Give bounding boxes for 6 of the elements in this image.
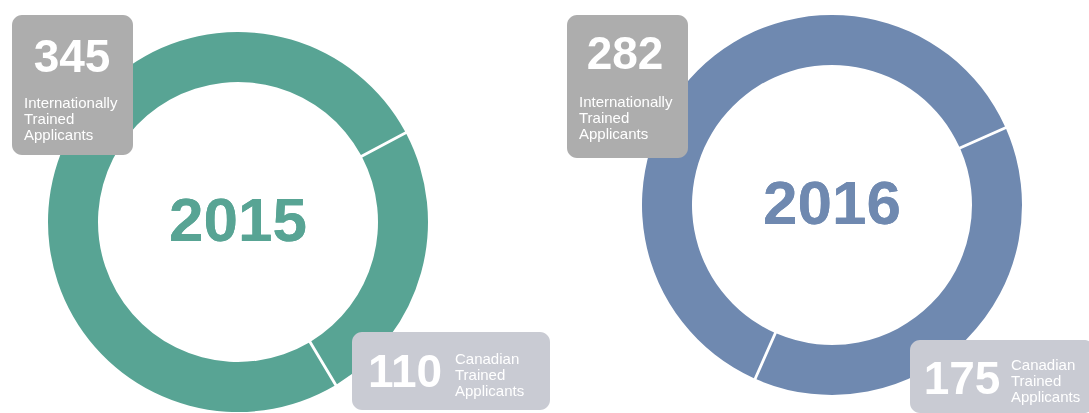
slice-label: Internationally Trained Applicants <box>579 93 673 142</box>
text: 2015 <box>169 185 307 254</box>
data-label: 282 <box>586 27 664 79</box>
slice-label: Internationally Trained Applicants <box>24 94 118 143</box>
data-label: 345 <box>33 30 111 82</box>
text: 2016 <box>763 168 901 237</box>
